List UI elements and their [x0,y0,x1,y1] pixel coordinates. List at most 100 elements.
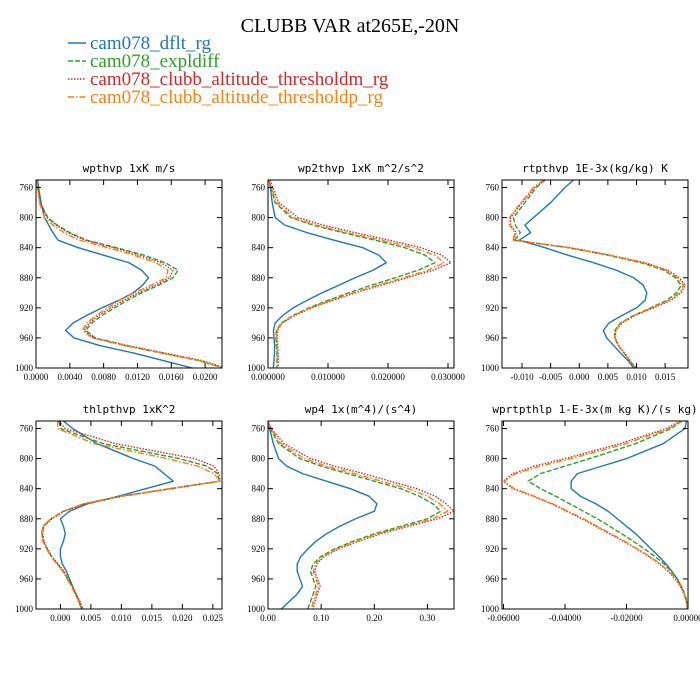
legend-label: cam078_dflt_rg [90,33,212,54]
y-tick-label: 800 [486,454,500,464]
panels: wpthvp 1xK m/s76080084088092096010000.00… [15,162,700,623]
series-line [268,180,387,368]
x-tick-label: 0.025 [203,613,224,623]
plot-frame [35,179,223,369]
series-line [509,180,686,368]
y-tick-label: 920 [20,303,34,313]
y-tick-label: 1000 [247,604,266,614]
y-tick-label: 840 [252,243,266,253]
chart-panel: wp4 1x(m^4)/(s^4)76080084088092096010000… [247,403,455,623]
series-line [512,180,682,368]
series-line [268,421,449,609]
series-group [40,421,221,609]
series-group [502,421,688,609]
x-tick-label: 0.010 [626,372,647,382]
x-tick-label: -0.005 [539,372,563,382]
panel-title: wp2thvp 1xK m^2/s^2 [298,162,424,175]
legend-item: cam078_clubb_altitude_thresholdp_rg [68,87,384,108]
panel-title: wpthvp 1xK m/s [83,162,176,175]
x-tick-label: 0.0120 [125,372,150,382]
x-tick-label: 0.005 [81,613,102,623]
series-line [268,421,442,609]
y-tick-label: 760 [486,183,500,193]
y-tick-label: 880 [20,273,34,283]
x-tick-label: -0.02000 [610,613,643,623]
plot-frame [501,179,689,369]
panel-title: thlpthvp 1xK^2 [83,403,176,416]
x-tick-label: 0.005 [598,372,619,382]
y-tick-label: 760 [20,424,34,434]
series-line [518,180,648,368]
x-tick-label: 0.30 [420,613,436,623]
series-line [508,180,685,368]
figure-title: CLUBB VAR at265E,-20N [241,15,460,37]
y-tick-label: 880 [20,514,34,524]
series-line [36,180,222,368]
series-group [268,180,452,368]
y-tick-label: 800 [252,213,266,223]
x-tick-label: 0.0040 [57,372,82,382]
y-tick-label: 880 [486,514,500,524]
x-tick-label: 0.020 [172,613,193,623]
y-tick-label: 920 [20,544,34,554]
chart-panel: rtpthvp 1E-3x(kg/kg) K 760 800 840 880 920 960… [481,162,689,382]
y-tick-label: 1000 [15,604,34,614]
y-tick-label: 960 [20,333,34,343]
plot-frame [267,420,455,610]
legend: cam078_dflt_rgcam078_expldiffcam078_club… [68,33,389,108]
y-tick-label: 1000 [247,363,266,373]
y-tick-label: 960 [20,574,34,584]
x-tick-label: 0.10 [313,613,329,623]
series-group [268,421,454,609]
series-line [269,180,452,368]
y-tick-label: 840 [486,243,500,253]
legend-item: cam078_dflt_rg [68,33,212,54]
series-line [36,180,222,368]
series-line [502,421,688,609]
series-line [268,180,446,368]
series-line [36,180,193,368]
y-tick-label: 800 [20,213,34,223]
y-tick-label: 800 [20,454,34,464]
y-tick-label: 880 [486,273,500,283]
legend-label: cam078_clubb_altitude_thresholdm_rg [90,69,389,90]
x-tick-label: 0.030000 [431,372,465,382]
chart-panel: wpthvp 1xK m/s 760 800 840 880 920 960 1000 0.00… [15,162,223,382]
y-tick-label: 760 [486,424,500,434]
x-tick-label: -0.010 [510,372,534,382]
series-group [508,180,686,368]
y-tick-label: 1000 [15,363,34,373]
panel-title: wprtpthlp 1-E-3x(m kg K)/(s kg) [492,403,697,416]
series-line [268,421,378,609]
y-tick-label: 840 [20,243,34,253]
y-tick-label: 840 [486,484,500,494]
x-tick-label: 0.000000 [251,372,285,382]
series-line [36,180,222,368]
chart-panel: wprtpthlp 1-E-3x(m kg K)/(s kg) 760 800 840… [481,403,700,623]
x-tick-label: 0.0200 [193,372,218,382]
y-tick-label: 760 [20,183,34,193]
x-tick-label: 0.20 [366,613,382,623]
x-tick-label: 0.020000 [371,372,405,382]
plot-frame [501,420,689,610]
chart-panel: thlpthvp 1xK^2 760 800 840 880 920 960 1000 0.00… [15,403,223,623]
series-line [527,421,688,609]
y-tick-label: 920 [252,303,266,313]
x-tick-label: -0.04000 [549,613,582,623]
x-tick-label: 0.015 [142,613,163,623]
y-tick-label: 920 [486,544,500,554]
x-tick-label: 0.000 [50,613,71,623]
y-tick-label: 1000 [481,604,500,614]
series-line [570,421,688,609]
y-tick-label: 960 [486,333,500,343]
y-tick-label: 1000 [481,363,500,373]
y-tick-label: 960 [252,333,266,343]
legend-label: cam078_expldiff [90,51,220,72]
y-tick-label: 800 [252,454,266,464]
y-tick-label: 760 [252,183,266,193]
y-tick-label: 880 [252,273,266,283]
series-line [59,421,174,609]
x-tick-label: 0.000 [569,372,590,382]
x-tick-label: 0.010 [111,613,132,623]
